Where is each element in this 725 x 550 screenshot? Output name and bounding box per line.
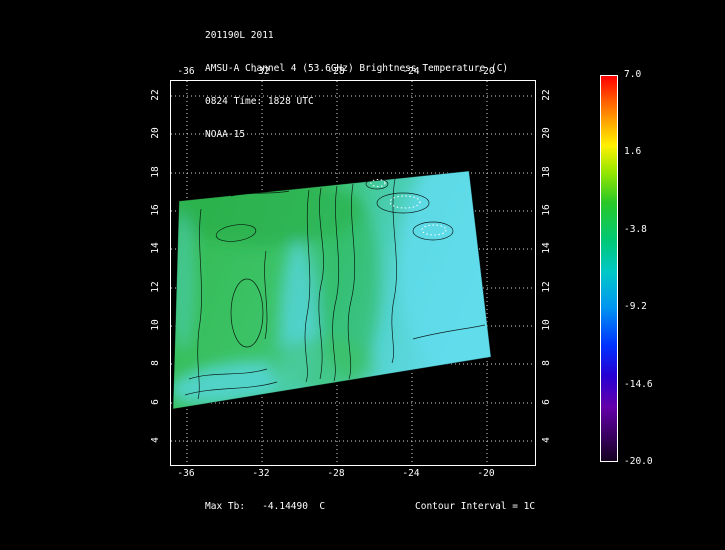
map-plot-svg: [171, 81, 535, 465]
y-tick-right: 12: [541, 281, 552, 293]
y-tick-right: 8: [541, 360, 552, 366]
title-time: 0824 Time: 1828 UTC: [205, 96, 314, 107]
white-dotted-contours: [370, 179, 447, 236]
colorbar-tick-label: 1.6: [624, 146, 642, 157]
y-tick-right: 22: [541, 89, 552, 101]
y-tick-right: 10: [541, 319, 552, 331]
x-tick-top: -32: [252, 66, 270, 77]
x-tick-bottom: -24: [402, 468, 420, 479]
max-tb-annotation: Max Tb: -4.14490 C: [205, 501, 326, 512]
x-tick-top: -36: [177, 66, 195, 77]
x-tick-bottom: -28: [327, 468, 345, 479]
x-tick-top: -28: [327, 66, 345, 77]
colorbar-tick-label: -14.6: [624, 379, 653, 390]
colorbar-tick-label: 7.0: [624, 69, 642, 80]
y-tick-right: 20: [541, 127, 552, 139]
y-tick-right: 6: [541, 399, 552, 405]
y-tick-left: 20: [150, 127, 161, 139]
title-block: 201190L 2011 AMSU-A Channel 4 (53.6GHz) …: [205, 8, 508, 162]
y-tick-right: 18: [541, 166, 552, 178]
y-tick-left: 12: [150, 281, 161, 293]
colorbar-tick-label: -9.2: [624, 301, 647, 312]
y-tick-left: 8: [150, 360, 161, 366]
x-tick-bottom: -32: [252, 468, 270, 479]
x-tick-bottom: -20: [477, 468, 495, 479]
y-tick-left: 22: [150, 89, 161, 101]
y-tick-left: 16: [150, 204, 161, 216]
swath-heatmap: [173, 171, 491, 409]
y-tick-left: 18: [150, 166, 161, 178]
contour-lines: [172, 170, 492, 410]
contour-interval-annotation: Contour Interval = 1C: [415, 501, 536, 512]
x-tick-top: -24: [402, 66, 420, 77]
colorbar-gradient: [600, 75, 618, 462]
title-storm-id: 201190L 2011: [205, 30, 274, 41]
y-tick-left: 14: [150, 242, 161, 254]
y-tick-left: 4: [150, 437, 161, 443]
colorbar-tick-label: -20.0: [624, 456, 653, 467]
y-tick-right: 14: [541, 242, 552, 254]
y-tick-left: 6: [150, 399, 161, 405]
colorbar-tick-label: -3.8: [624, 224, 647, 235]
map-plot-area: [170, 80, 536, 466]
x-tick-bottom: -36: [177, 468, 195, 479]
y-tick-right: 16: [541, 204, 552, 216]
title-channel: AMSU-A Channel 4 (53.6GHz) Brightness Te…: [205, 63, 509, 74]
title-satellite: NOAA-15: [205, 129, 246, 140]
y-tick-right: 4: [541, 437, 552, 443]
x-tick-top: -20: [477, 66, 495, 77]
y-tick-left: 10: [150, 319, 161, 331]
